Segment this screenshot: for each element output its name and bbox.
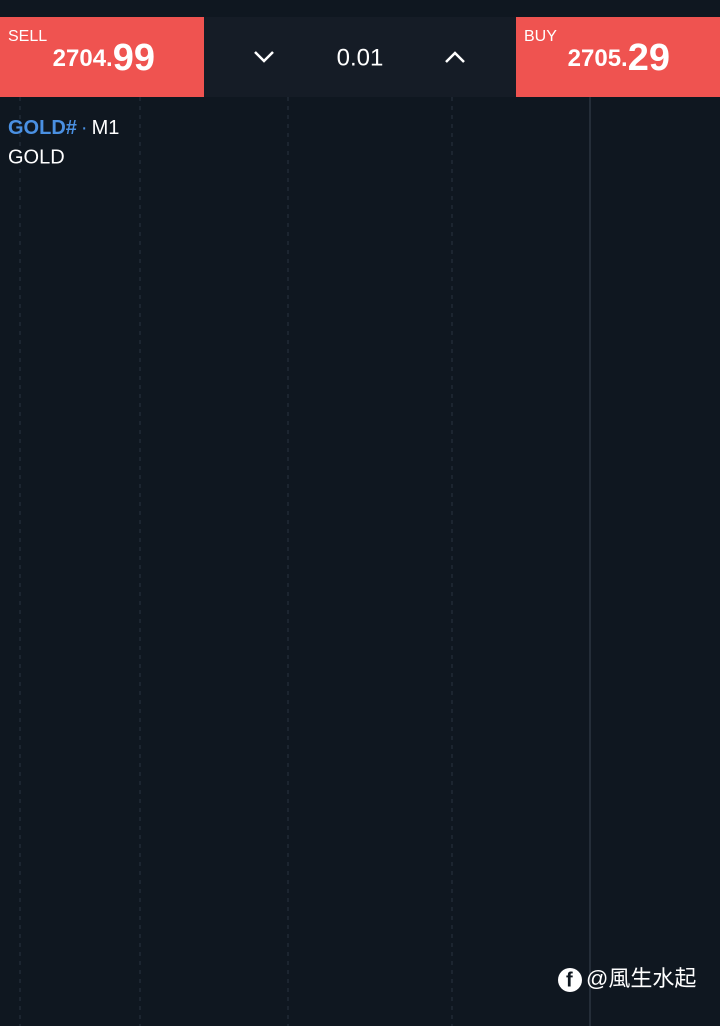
sell-price-big: 2704. xyxy=(53,45,113,72)
lot-down[interactable] xyxy=(254,51,274,63)
v-grid xyxy=(19,97,453,1026)
fb-logo-f: f xyxy=(566,969,573,991)
buy-price: 2705.29 xyxy=(568,37,670,79)
buy-label: BUY xyxy=(524,28,557,45)
buy-price-big: 2705. xyxy=(568,45,628,72)
symbol-legend: GOLD# · M1 xyxy=(8,117,119,139)
lot-value: 0.01 xyxy=(337,44,384,71)
sell-label: SELL xyxy=(8,28,47,45)
sell-price: 2704.99 xyxy=(53,37,155,79)
lot-panel xyxy=(204,17,516,97)
sell-button[interactable] xyxy=(0,17,204,97)
lot-up[interactable] xyxy=(445,51,465,63)
symbol-name: GOLD xyxy=(8,146,65,168)
separator: · xyxy=(81,117,88,139)
timeframe: M1 xyxy=(92,117,120,139)
sell-price-pips: 99 xyxy=(113,37,155,79)
watermark: @風生水起 xyxy=(586,966,696,991)
fb-logo xyxy=(558,968,582,992)
buy-price-pips: 29 xyxy=(628,37,670,79)
buy-button[interactable] xyxy=(516,17,720,97)
symbol: GOLD# xyxy=(8,117,77,139)
